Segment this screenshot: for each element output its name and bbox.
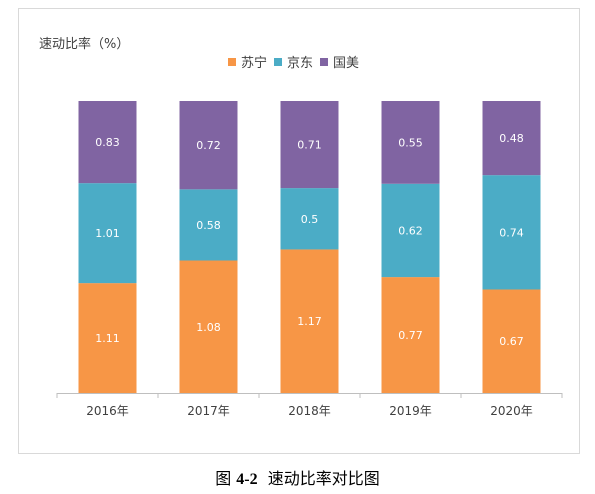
bar-segment-1-1 xyxy=(179,189,238,261)
bar-segment-0-0 xyxy=(78,283,137,393)
legend-label-suning: 苏宁 xyxy=(241,56,268,71)
data-label-0-1: 1.08 xyxy=(196,321,221,334)
data-label-2-0: 0.83 xyxy=(95,136,120,149)
x-axis: 2016年 2017年 2018年 2019年 2020年 xyxy=(56,393,563,418)
legend-item-suning: 苏宁 xyxy=(228,52,267,71)
bar-segment-0-4 xyxy=(482,289,541,393)
data-label-1-4: 0.74 xyxy=(499,226,524,239)
data-label-1-2: 0.5 xyxy=(301,213,319,226)
bar-segment-0-1 xyxy=(179,260,238,393)
data-label-1-3: 0.62 xyxy=(398,224,423,237)
bars-group: 1.11 1.01 0.83 1.08 0.58 0.72 1.17 0.5 0.71 0.77 0… xyxy=(78,101,541,393)
data-label-1-0: 1.01 xyxy=(95,227,120,240)
figure-caption: 图 4-2 速动比率对比图 xyxy=(0,465,595,489)
bar-segment-1-3 xyxy=(381,183,440,278)
caption-number: 4-2 xyxy=(236,471,258,488)
legend: 苏宁 京东 国美 xyxy=(228,52,366,71)
x-tick-label-0: 2016年 xyxy=(86,404,129,418)
x-tick-label-1: 2017年 xyxy=(187,404,230,418)
data-label-2-2: 0.71 xyxy=(297,139,322,152)
bar-segment-2-3 xyxy=(381,101,440,184)
legend-item-jd: 京东 xyxy=(274,52,313,71)
legend-swatch-suning xyxy=(228,57,236,66)
x-tick-label-4: 2020年 xyxy=(490,404,533,418)
bar-segment-1-2 xyxy=(280,188,339,250)
legend-swatch-gome xyxy=(320,57,329,66)
data-label-0-2: 1.17 xyxy=(297,315,322,328)
bar-segment-2-0 xyxy=(78,101,137,184)
bar-segment-2-2 xyxy=(280,101,339,189)
x-tick-label-3: 2019年 xyxy=(389,404,432,418)
data-label-2-3: 0.55 xyxy=(398,136,423,149)
data-label-1-1: 0.58 xyxy=(196,219,221,232)
legend-swatch-jd xyxy=(274,57,283,66)
caption-text: 速动比率对比图 xyxy=(267,469,380,488)
data-label-2-1: 0.72 xyxy=(196,139,221,152)
bar-segment-0-2 xyxy=(280,249,339,393)
legend-item-gome: 国美 xyxy=(320,52,359,71)
x-tick-label-2: 2018年 xyxy=(288,404,331,418)
bar-segment-2-1 xyxy=(179,101,238,190)
legend-label-gome: 国美 xyxy=(333,56,360,71)
bar-segment-1-0 xyxy=(78,183,137,284)
bar-segment-0-3 xyxy=(381,277,440,393)
data-label-2-4: 0.48 xyxy=(499,132,524,145)
data-label-0-4: 0.67 xyxy=(499,335,524,348)
caption-prefix: 图 xyxy=(215,469,232,488)
data-label-0-3: 0.77 xyxy=(398,329,423,342)
bar-segment-2-4 xyxy=(482,101,541,176)
y-axis-title: 速动比率（%） xyxy=(39,37,130,52)
legend-label-jd: 京东 xyxy=(287,56,314,71)
bar-segment-1-4 xyxy=(482,175,541,290)
data-label-0-0: 1.11 xyxy=(95,332,120,345)
